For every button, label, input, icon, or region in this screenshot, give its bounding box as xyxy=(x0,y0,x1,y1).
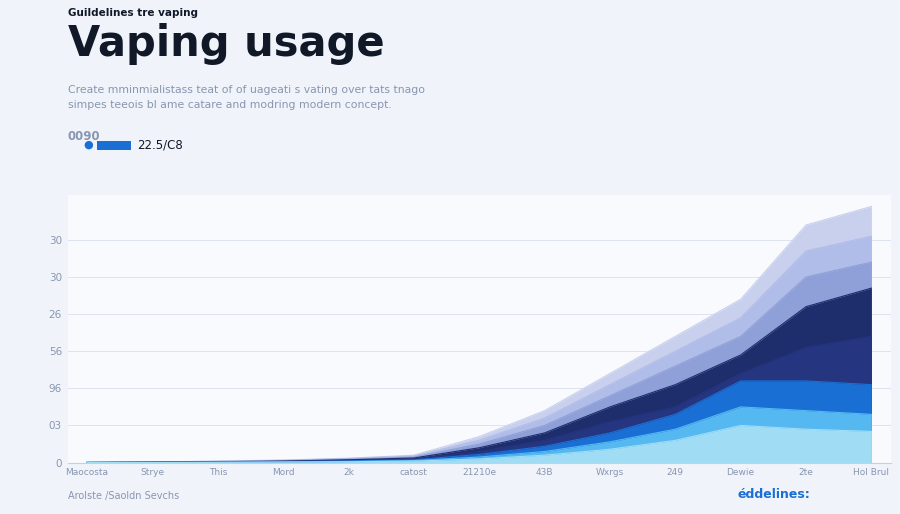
Text: simpes teeois bl ame catare and modring modern concept.: simpes teeois bl ame catare and modring … xyxy=(68,100,392,110)
Text: 22.5/C8: 22.5/C8 xyxy=(137,138,183,152)
Text: 0090: 0090 xyxy=(68,130,100,142)
Text: Guildelines tre vaping: Guildelines tre vaping xyxy=(68,8,197,17)
Text: Create mminmialistass teat of of uageati s vating over tats tnago: Create mminmialistass teat of of uageati… xyxy=(68,85,425,95)
Text: Vaping usage: Vaping usage xyxy=(68,23,384,65)
Text: Arolste /Saoldn Sevchs: Arolste /Saoldn Sevchs xyxy=(68,491,179,501)
Text: éddelines:: éddelines: xyxy=(737,488,810,501)
Text: ●: ● xyxy=(84,140,93,150)
